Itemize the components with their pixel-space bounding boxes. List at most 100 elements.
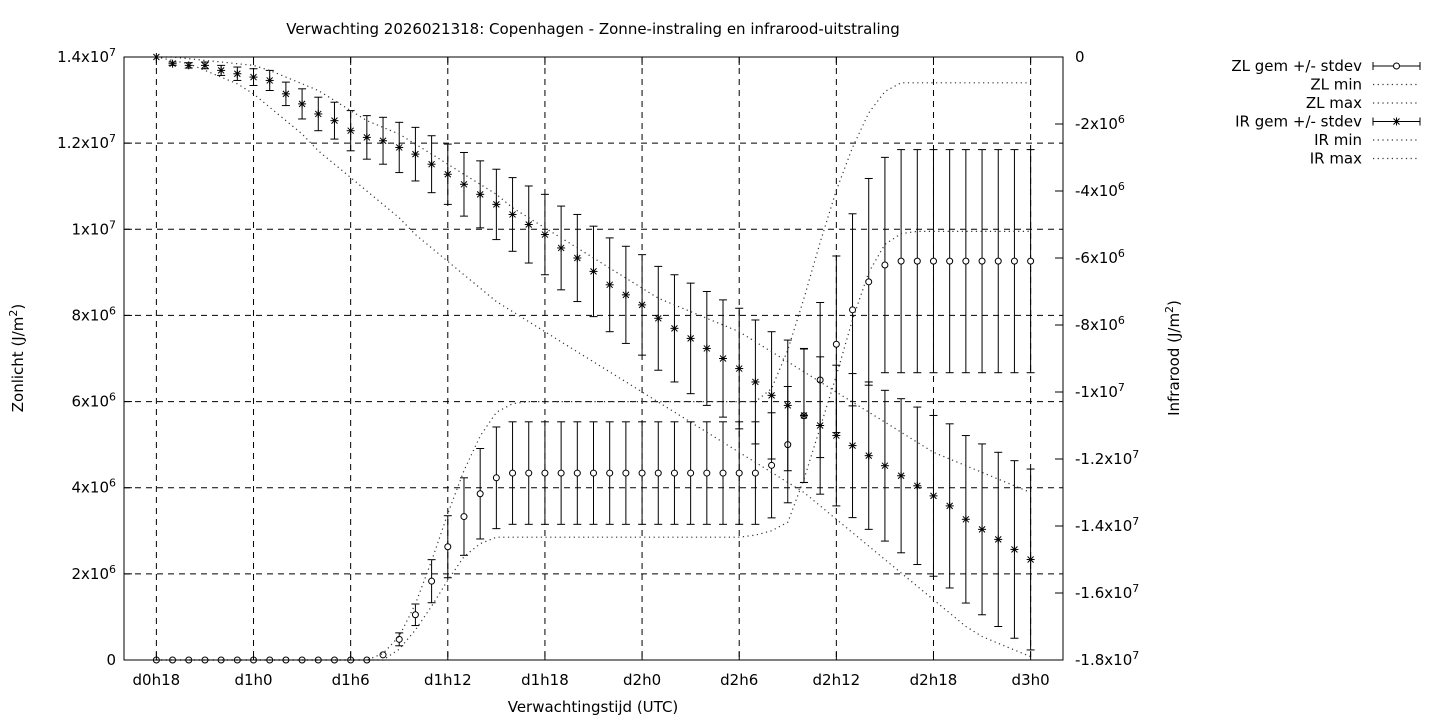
star-marker [508, 210, 517, 219]
star-marker [848, 441, 857, 450]
circle-marker [865, 278, 873, 286]
circle-marker [606, 469, 614, 477]
star-marker [702, 344, 711, 353]
star-marker [362, 133, 371, 142]
circle-marker [751, 469, 759, 477]
star-marker [379, 136, 388, 145]
y2-tick-label: -8x106 [1075, 314, 1125, 334]
x-tick-label: d0h18 [133, 671, 181, 689]
star-marker [913, 481, 922, 490]
circle-marker [929, 257, 937, 265]
circle-marker [1010, 257, 1018, 265]
y2-axis-label: Infrarood (J/m2) [1163, 300, 1183, 416]
star-marker [961, 515, 970, 524]
star-marker [670, 324, 679, 333]
star-marker [540, 230, 549, 239]
star-marker [605, 280, 614, 289]
star-marker [994, 535, 1003, 544]
star-marker [476, 190, 485, 199]
star-marker [686, 334, 695, 343]
star-marker [395, 143, 404, 152]
y2-tick-label: -1x107 [1075, 381, 1125, 401]
star-marker [719, 354, 728, 363]
star-marker [459, 180, 468, 189]
star-marker [298, 99, 307, 108]
circle-marker [638, 469, 646, 477]
x-tick-label: d2h0 [623, 671, 661, 689]
star-marker [638, 300, 647, 309]
legend-label: IR min [1314, 131, 1362, 149]
star-marker [816, 421, 825, 430]
y2-tick-label: -6x106 [1075, 247, 1125, 267]
y2-tick-label: -1.8x107 [1075, 649, 1139, 669]
y-tick-label: 1.4x107 [57, 46, 116, 66]
y2-tick-label: 0 [1075, 48, 1085, 66]
y2-tick-label: -1.4x107 [1075, 515, 1139, 535]
star-marker [1010, 545, 1019, 554]
star-marker [557, 243, 566, 252]
x-tick-label: d1h12 [424, 671, 472, 689]
y-tick-label: 2x106 [71, 563, 116, 583]
circle-marker [703, 469, 711, 477]
circle-marker [411, 611, 419, 619]
series-layer [152, 53, 1035, 664]
star-marker [443, 170, 452, 179]
y-tick-label: 4x106 [71, 477, 116, 497]
star-marker [621, 290, 630, 299]
x-tick-label: d2h18 [910, 671, 958, 689]
star-marker [929, 491, 938, 500]
star-marker [767, 391, 776, 400]
legend-label: ZL gem +/- stdev [1231, 57, 1362, 75]
series-ir-min [156, 56, 1031, 658]
y2-tick-label: -4x106 [1075, 180, 1125, 200]
circle-marker [670, 469, 678, 477]
star-marker [897, 471, 906, 480]
star-marker [832, 431, 841, 440]
star-marker [589, 267, 598, 276]
y2-tick-label: -1.2x107 [1075, 448, 1139, 468]
y-tick-label: 8x106 [71, 304, 116, 324]
circle-marker [476, 490, 484, 498]
circle-marker [557, 469, 565, 477]
y2-tick-label: -1.6x107 [1075, 582, 1139, 602]
legend-label: IR gem +/- stdev [1235, 113, 1362, 131]
y-tick-label: 6x106 [71, 391, 116, 411]
series-ir-gem-stdev [152, 53, 1035, 651]
star-marker [751, 377, 760, 386]
y-tick-label: 1x107 [71, 218, 116, 238]
y-axis-label: Zonlicht (J/m2) [7, 304, 27, 413]
circle-marker [509, 469, 517, 477]
y-tick-label: 1.2x107 [57, 132, 116, 152]
star-marker [492, 200, 501, 209]
star-marker [184, 61, 193, 70]
star-marker [330, 116, 339, 125]
circle-marker [946, 257, 954, 265]
y-tick-label: 0 [106, 651, 116, 669]
circle-marker [622, 469, 630, 477]
star-marker [880, 461, 889, 470]
circle-marker [832, 340, 840, 348]
legend-circle-marker [1393, 62, 1400, 70]
star-marker [799, 411, 808, 420]
circle-marker [379, 651, 387, 659]
x-tick-label: d2h12 [813, 671, 861, 689]
x-tick-label: d1h6 [332, 671, 370, 689]
ticks-layer: d0h18 d1h0 d1h6 d1h12 d1h18 d2h0 d2h6 d2h12 d2h1… [57, 46, 1139, 689]
circle-marker [913, 257, 921, 265]
x-tick-label: d1h18 [521, 671, 569, 689]
circle-marker [460, 513, 468, 521]
circle-marker [849, 306, 857, 314]
star-marker [864, 451, 873, 460]
legend-label: IR max [1310, 150, 1362, 168]
circle-marker [687, 469, 695, 477]
circle-marker [654, 469, 662, 477]
star-marker [945, 501, 954, 510]
circle-marker [541, 469, 549, 477]
circle-marker [525, 469, 533, 477]
star-marker [168, 59, 177, 68]
star-marker [314, 109, 323, 118]
star-marker [281, 89, 290, 98]
grid [124, 57, 1063, 660]
x-axis-label: Verwachtingstijd (UTC) [508, 698, 679, 716]
